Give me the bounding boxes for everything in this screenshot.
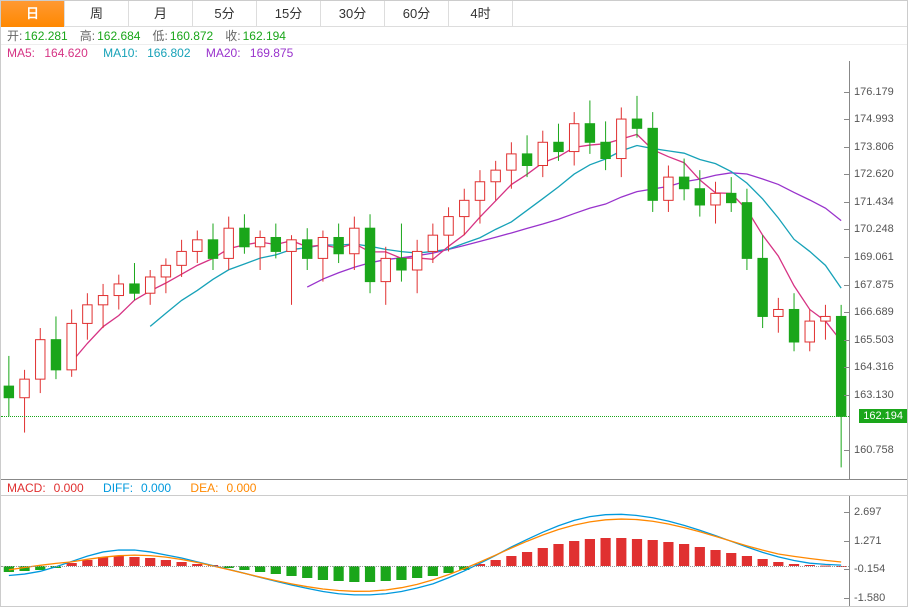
tab-4时[interactable]: 4时 — [449, 1, 513, 27]
tab-30分[interactable]: 30分 — [321, 1, 385, 27]
macd-info-bar: MACD:0.000 DIFF:0.000 DEA:0.000 — [1, 480, 907, 496]
macd-label: MACD:0.000 — [7, 481, 92, 495]
tab-5分[interactable]: 5分 — [193, 1, 257, 27]
price-chart[interactable]: 176.179174.993173.806172.620171.434170.2… — [1, 61, 907, 480]
ma10-label: MA10: 166.802 — [103, 46, 196, 60]
ma5-label: MA5: 164.620 — [7, 46, 94, 60]
dea-label: DEA:0.000 — [190, 481, 264, 495]
ohlc-info-bar: 开:162.281 高:162.684 低:160.872 收:162.194 — [1, 27, 907, 45]
chart-container: 日周月5分15分30分60分4时 开:162.281 高:162.684 低:1… — [0, 0, 908, 607]
tab-周[interactable]: 周 — [65, 1, 129, 27]
low-label: 低: — [153, 29, 168, 43]
ma-info-bar: MA5: 164.620 MA10: 166.802 MA20: 169.875 — [1, 45, 907, 61]
tab-日[interactable]: 日 — [1, 1, 65, 27]
diff-label: DIFF:0.000 — [103, 481, 179, 495]
tab-15分[interactable]: 15分 — [257, 1, 321, 27]
timeframe-tabs: 日周月5分15分30分60分4时 — [1, 1, 907, 27]
close-label: 收: — [225, 29, 240, 43]
ma20-label: MA20: 169.875 — [206, 46, 299, 60]
open-label: 开: — [7, 29, 22, 43]
close-value: 162.194 — [243, 29, 286, 43]
macd-y-axis: 2.6971.271-0.154-1.580 — [849, 496, 907, 606]
high-value: 162.684 — [97, 29, 140, 43]
last-price-tag: 162.194 — [859, 409, 907, 423]
tab-月[interactable]: 月 — [129, 1, 193, 27]
macd-chart[interactable]: 2.6971.271-0.154-1.580 — [1, 496, 907, 606]
high-label: 高: — [80, 29, 95, 43]
low-value: 160.872 — [170, 29, 213, 43]
open-value: 162.281 — [24, 29, 67, 43]
tab-60分[interactable]: 60分 — [385, 1, 449, 27]
